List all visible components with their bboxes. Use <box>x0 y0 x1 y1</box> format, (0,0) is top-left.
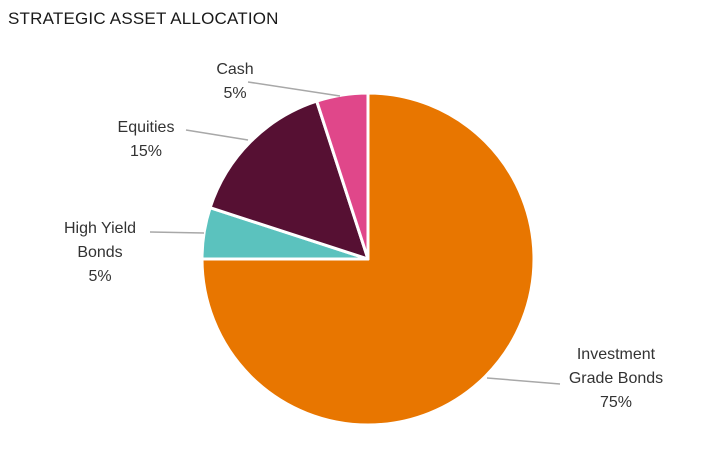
pie-slices <box>200 91 536 427</box>
slice-label-cash: Cash 5% <box>216 61 253 102</box>
chart-title: STRATEGIC ASSET ALLOCATION <box>8 9 279 28</box>
leader-line-equities <box>185 129 249 141</box>
slice-labels: Investment Grade Bonds 75% High Yield Bonds 5… <box>64 61 663 411</box>
slice-label-investment-grade-bonds: Investment Grade Bonds 75% <box>569 346 663 411</box>
pie-slice-investment-grade-bonds <box>200 91 536 427</box>
leader-line-cash <box>247 81 341 97</box>
slice-label-high-yield-bonds: High Yield Bonds 5% <box>64 220 136 285</box>
leader-line-investment-grade-bonds <box>486 377 561 385</box>
leader-lines <box>149 81 561 385</box>
pie-slice-cash <box>315 91 370 261</box>
slice-label-equities: Equities 15% <box>118 119 175 160</box>
leader-line-high-yield-bonds <box>149 231 205 234</box>
